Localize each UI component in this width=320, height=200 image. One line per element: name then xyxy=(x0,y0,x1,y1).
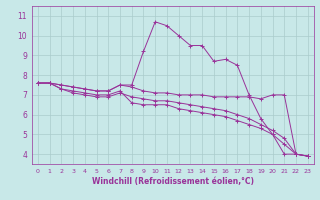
X-axis label: Windchill (Refroidissement éolien,°C): Windchill (Refroidissement éolien,°C) xyxy=(92,177,254,186)
